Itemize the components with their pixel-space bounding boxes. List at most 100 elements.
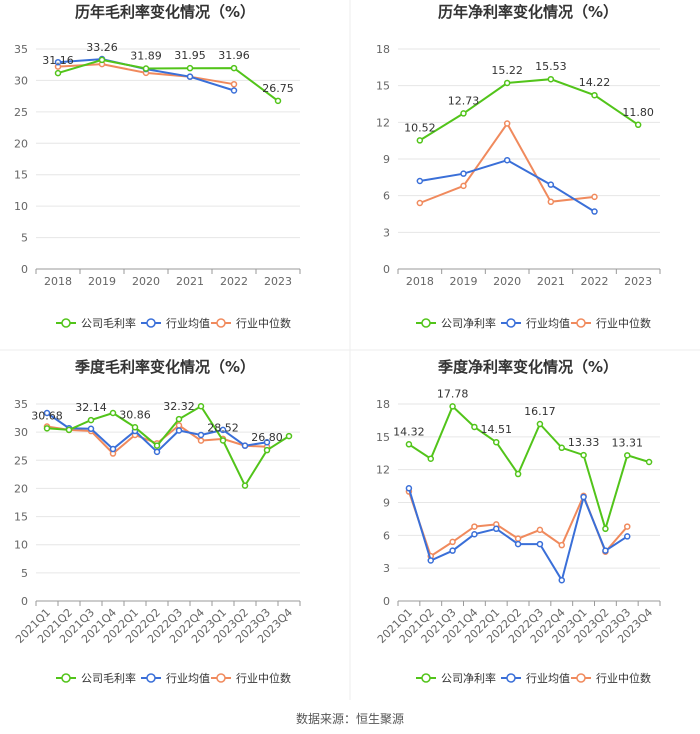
y-tick-label: 0: [383, 263, 390, 276]
industry-avg-series-point: [54, 58, 62, 66]
source-note: 数据来源：恒生聚源: [295, 712, 404, 726]
legend-label: 公司毛利率: [81, 316, 136, 330]
legend-item-industry-median-series[interactable]: 行业中位数: [571, 316, 651, 330]
y-tick-label: 12: [376, 464, 390, 477]
company-series-point: [460, 110, 467, 117]
industry-avg-series-line: [419, 159, 596, 213]
x-tick-label: 2021: [176, 275, 204, 288]
company-series-point: [503, 79, 511, 87]
y-tick-label: 9: [383, 497, 390, 510]
x-tick-label: 2018: [44, 275, 72, 288]
company-series-point: [109, 409, 117, 417]
legend-marker: [506, 673, 516, 683]
industry-median-series-point: [558, 541, 565, 549]
legend-item-industry-avg-series[interactable]: 行业均值: [501, 317, 570, 330]
y-tick-label: 35: [14, 398, 28, 411]
company-series-point: [405, 441, 413, 448]
data-label: 32.14: [75, 401, 107, 414]
y-tick-label: 15: [376, 80, 390, 93]
industry-avg-series-point: [503, 156, 511, 164]
legend-item-company-series[interactable]: 公司净利率: [416, 316, 496, 330]
industry-avg-series-point: [591, 208, 598, 215]
industry-avg-series-point: [405, 485, 413, 492]
company-series-point: [131, 424, 139, 431]
industry-avg-series-point: [43, 409, 51, 417]
company-series-point: [153, 442, 161, 449]
data-label: 15.53: [535, 60, 567, 73]
y-tick-label: 30: [14, 426, 28, 439]
company-series-point: [98, 56, 106, 64]
y-tick-label: 0: [21, 263, 28, 276]
company-series-point: [427, 455, 434, 462]
legend-label: 公司净利率: [441, 671, 496, 685]
legend-item-industry-avg-series[interactable]: 行业均值: [141, 672, 210, 685]
company-series-point: [591, 91, 598, 99]
industry-median-series-point: [536, 526, 544, 534]
y-tick-label: 9: [383, 153, 390, 166]
data-label: 28.52: [207, 421, 239, 434]
company-series-point: [263, 446, 271, 454]
y-tick-label: 18: [376, 43, 390, 56]
legend-item-industry-median-series[interactable]: 行业中位数: [211, 671, 291, 685]
legend-item-industry-avg-series[interactable]: 行业均值: [501, 672, 570, 685]
chart-panel-3: 季度毛利率变化情况（%）051015202530352021Q12021Q220…: [13, 358, 301, 685]
y-tick-label: 5: [21, 567, 28, 580]
industry-avg-series-point: [449, 547, 456, 554]
legend-marker: [576, 318, 586, 328]
industry-avg-series-point: [186, 73, 194, 80]
data-label: 32.32: [163, 400, 195, 413]
x-tick-label: 2020: [493, 275, 521, 288]
industry-avg-series-point: [514, 540, 522, 548]
industry-avg-series-point: [624, 533, 631, 540]
company-series-point: [285, 432, 293, 440]
industry-median-series-point: [471, 523, 478, 530]
company-series-line: [408, 404, 650, 533]
company-series-point: [186, 64, 194, 72]
y-tick-label: 35: [14, 43, 28, 56]
legend-label: 公司毛利率: [81, 671, 136, 685]
industry-avg-series-point: [175, 427, 183, 434]
company-series-point: [580, 451, 587, 459]
legend-item-industry-avg-series[interactable]: 行业均值: [141, 317, 210, 330]
y-tick-label: 10: [14, 539, 28, 552]
legend-item-industry-median-series[interactable]: 行业中位数: [571, 671, 651, 685]
industry-avg-series-point: [416, 177, 424, 185]
industry-avg-series-point: [493, 525, 500, 533]
x-tick-label: 2020: [132, 275, 160, 288]
legend-item-company-series[interactable]: 公司净利率: [416, 671, 496, 685]
legend-item-company-series[interactable]: 公司毛利率: [56, 316, 136, 330]
industry-avg-series-point: [427, 557, 434, 564]
x-tick-label: 2019: [88, 275, 116, 288]
data-label: 15.22: [491, 64, 523, 77]
industry-median-series-point: [460, 182, 467, 190]
y-tick-label: 3: [383, 226, 390, 239]
data-label: 33.26: [86, 41, 118, 54]
company-series-point: [536, 420, 544, 428]
data-label: 31.96: [218, 49, 250, 62]
legend-item-company-series[interactable]: 公司毛利率: [56, 671, 136, 685]
data-label: 31.89: [130, 50, 162, 63]
company-series-point: [634, 121, 642, 129]
industry-median-series-point: [230, 80, 238, 88]
legend-marker: [146, 673, 156, 683]
company-series-point: [87, 416, 95, 424]
company-series-point: [449, 403, 456, 410]
legend-marker: [506, 318, 516, 328]
data-label: 13.31: [612, 436, 644, 449]
company-series-point: [274, 97, 282, 105]
industry-median-series-point: [449, 538, 456, 546]
data-label: 14.32: [393, 425, 425, 438]
industry-avg-series-point: [471, 530, 478, 538]
legend-item-industry-median-series[interactable]: 行业中位数: [211, 316, 291, 330]
legend-marker: [216, 318, 226, 328]
industry-median-series-point: [503, 120, 511, 127]
industry-avg-series-point: [197, 431, 205, 439]
y-tick-label: 20: [14, 482, 28, 495]
chart-title: 历年净利率变化情况（%）: [438, 3, 618, 21]
legend-marker: [421, 673, 431, 683]
legend-label: 行业中位数: [236, 316, 291, 330]
company-series-point: [624, 452, 631, 459]
data-label: 11.80: [622, 106, 654, 119]
company-series-line: [46, 404, 290, 488]
